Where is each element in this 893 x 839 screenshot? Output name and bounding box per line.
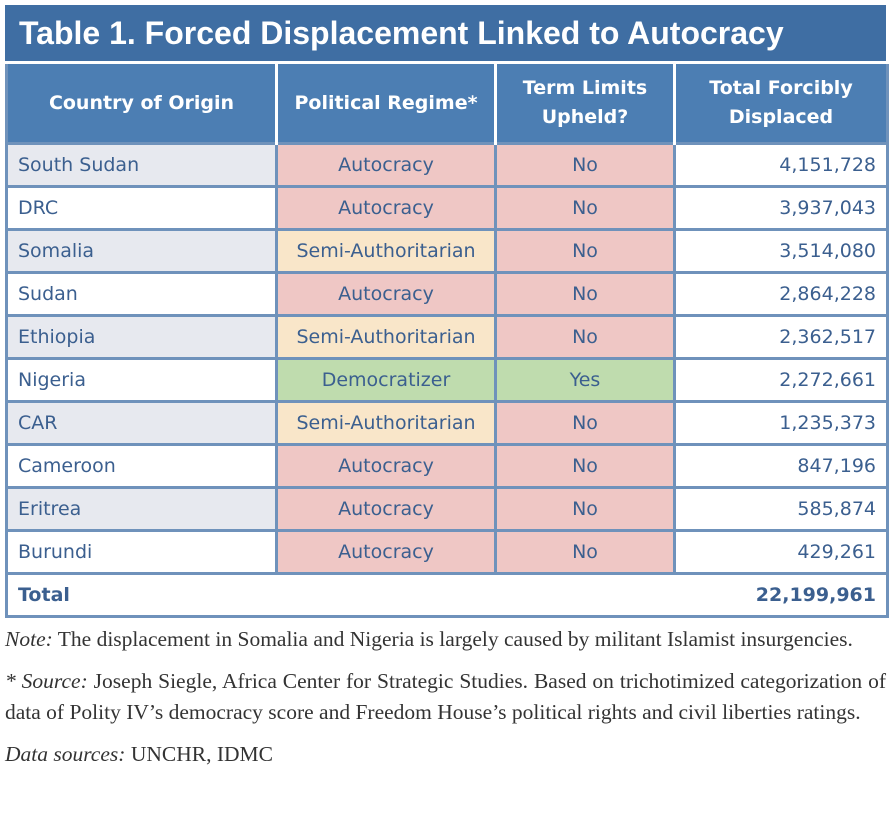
country-cell: Sudan (6, 271, 277, 316)
source-text: Joseph Siegle, Africa Center for Strateg… (5, 669, 886, 724)
table-title: Table 1. Forced Displacement Linked to A… (5, 5, 886, 61)
table-row: South Sudan Autocracy No 4,151,728 (6, 142, 888, 187)
total-empty-regime (276, 572, 496, 617)
term-limits-cell: No (494, 529, 675, 574)
data-sources-text: UNCHR, IDMC (130, 742, 273, 766)
displaced-cell: 2,864,228 (673, 271, 888, 316)
displaced-cell: 3,937,043 (673, 185, 888, 230)
country-cell: Somalia (6, 228, 277, 273)
total-label: Total (6, 572, 277, 617)
displaced-cell: 1,235,373 (673, 400, 888, 445)
header-term-limits: Term Limits Upheld? (494, 61, 675, 144)
country-cell: Burundi (6, 529, 277, 574)
notes-section: Note: The displacement in Somalia and Ni… (5, 624, 886, 781)
country-cell: DRC (6, 185, 277, 230)
country-cell: Eritrea (6, 486, 277, 531)
header-displaced: Total Forcibly Displaced (673, 61, 888, 144)
displacement-table: Country of Origin Political Regime* Term… (5, 61, 889, 618)
note-paragraph: Note: The displacement in Somalia and Ni… (5, 624, 886, 655)
country-cell: CAR (6, 400, 277, 445)
displaced-cell: 429,261 (673, 529, 888, 574)
term-limits-cell: No (494, 228, 675, 273)
country-cell: Nigeria (6, 357, 277, 402)
regime-cell: Semi-Authoritarian (275, 228, 496, 273)
regime-cell: Autocracy (275, 142, 496, 187)
country-cell: Ethiopia (6, 314, 277, 359)
term-limits-cell: No (494, 185, 675, 230)
table-row: Sudan Autocracy No 2,864,228 (6, 271, 888, 316)
table-row: Somalia Semi-Authoritarian No 3,514,080 (6, 228, 888, 273)
header-regime: Political Regime* (275, 61, 496, 144)
term-limits-cell: Yes (494, 357, 675, 402)
header-row: Country of Origin Political Regime* Term… (6, 61, 888, 144)
country-cell: South Sudan (6, 142, 277, 187)
table-row: Nigeria Democratizer Yes 2,272,661 (6, 357, 888, 402)
source-label: * Source: (5, 669, 88, 693)
regime-cell: Autocracy (275, 271, 496, 316)
regime-cell: Semi-Authoritarian (275, 314, 496, 359)
displaced-cell: 585,874 (673, 486, 888, 531)
regime-cell: Semi-Authoritarian (275, 400, 496, 445)
regime-cell: Autocracy (275, 529, 496, 574)
term-limits-cell: No (494, 400, 675, 445)
table-container: Table 1. Forced Displacement Linked to A… (5, 5, 889, 618)
displaced-cell: 3,514,080 (673, 228, 888, 273)
term-limits-cell: No (494, 314, 675, 359)
total-row: Total 22,199,961 (6, 572, 888, 617)
country-cell: Cameroon (6, 443, 277, 488)
displaced-cell: 2,362,517 (673, 314, 888, 359)
table-row: Ethiopia Semi-Authoritarian No 2,362,517 (6, 314, 888, 359)
term-limits-cell: No (494, 142, 675, 187)
displaced-cell: 2,272,661 (673, 357, 888, 402)
table-row: Cameroon Autocracy No 847,196 (6, 443, 888, 488)
term-limits-cell: No (494, 271, 675, 316)
source-paragraph: * Source: Joseph Siegle, Africa Center f… (5, 666, 886, 728)
regime-cell: Autocracy (275, 443, 496, 488)
data-sources-label: Data sources: (5, 742, 126, 766)
total-value: 22,199,961 (674, 572, 888, 617)
table-row: Burundi Autocracy No 429,261 (6, 529, 888, 574)
term-limits-cell: No (494, 486, 675, 531)
note-label: Note: (5, 627, 53, 651)
table-row: CAR Semi-Authoritarian No 1,235,373 (6, 400, 888, 445)
table-row: DRC Autocracy No 3,937,043 (6, 185, 888, 230)
data-sources-paragraph: Data sources: UNCHR, IDMC (5, 739, 886, 770)
total-empty-term (495, 572, 675, 617)
note-text: The displacement in Somalia and Nigeria … (57, 627, 853, 651)
displaced-cell: 4,151,728 (673, 142, 888, 187)
regime-cell: Democratizer (275, 357, 496, 402)
displaced-cell: 847,196 (673, 443, 888, 488)
table-row: Eritrea Autocracy No 585,874 (6, 486, 888, 531)
header-country: Country of Origin (6, 61, 277, 144)
regime-cell: Autocracy (275, 486, 496, 531)
regime-cell: Autocracy (275, 185, 496, 230)
term-limits-cell: No (494, 443, 675, 488)
